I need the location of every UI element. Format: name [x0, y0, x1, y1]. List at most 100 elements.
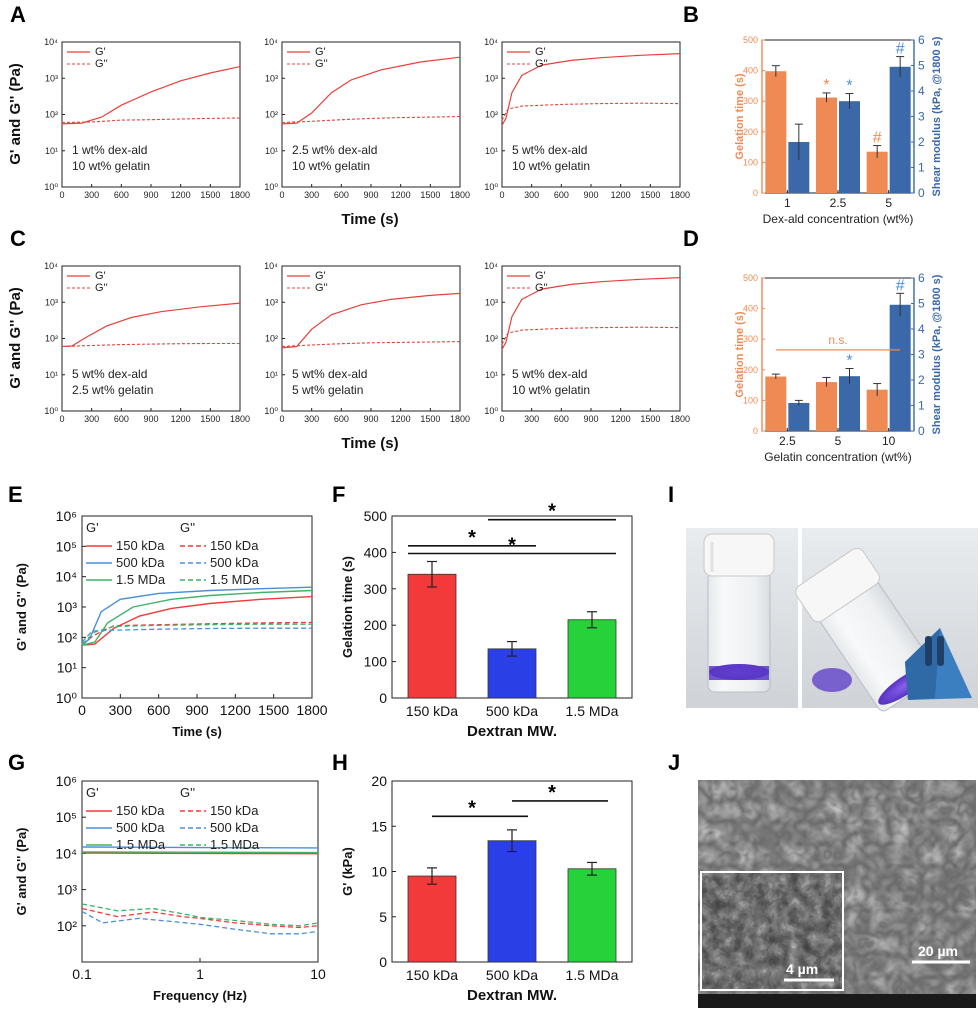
x-tick-label: 900 [583, 190, 598, 200]
left-tick-label: 300 [743, 334, 758, 344]
x-tick-label: 300 [304, 190, 319, 200]
bar-gelation-time [816, 97, 837, 193]
right-tick-label: 1 [918, 161, 925, 175]
panel-label-j: J [668, 750, 680, 775]
legend-label-g-double-prime: G'' [315, 282, 328, 294]
vial-cap [703, 533, 775, 577]
x-tick-label: 1200 [171, 190, 191, 200]
legend-label-g-double-prime: G'' [95, 58, 108, 70]
y-tick-label: 10⁴ [264, 37, 278, 47]
y-tick-label: 10⁵ [56, 809, 77, 825]
significance-star: * [508, 534, 516, 556]
x-tick-label: 1.5 MDa [566, 703, 619, 719]
series-g-prime-line [501, 277, 681, 350]
legend-label: 150 kDa [116, 803, 165, 818]
y-tick-label: 10⁴ [44, 261, 58, 271]
y-tick-label: 10¹ [57, 660, 78, 676]
series-g-double-prime-line [281, 115, 461, 124]
x-tick-label: 600 [114, 190, 129, 200]
x-tick-label: 0.1 [72, 966, 92, 982]
panel-f-chart: 0 100 200 300 400 500 Gelation time (s) Dextran… [340, 501, 633, 740]
series-line-g-prime [81, 595, 313, 646]
legend-label: 150 kDa [210, 803, 259, 818]
legend-header-g-double-prime: G'' [180, 785, 195, 800]
panel-c-chart: G' and G'' (Pa) Time (s) 10⁰ 10¹ 10² 10³ 10⁴ 0 3… [7, 261, 690, 452]
y-tick-label: 10³ [265, 297, 278, 307]
y-tick-label: 200 [364, 617, 388, 633]
x-tick-label: 500 kDa [486, 967, 538, 983]
y-tick-label: 10³ [57, 599, 78, 615]
y-tick-label: 10⁴ [55, 569, 77, 585]
x-tick-label: 1200 [391, 414, 411, 424]
x-tick-label: 1800 [670, 190, 690, 200]
x-tick-label: 0 [499, 414, 504, 424]
x-tick-label: 0 [59, 414, 64, 424]
left-tick-label: 500 [743, 273, 758, 283]
series-line-g-double-prime [81, 627, 312, 643]
y-axis-title: Gelation time (s) [340, 556, 355, 658]
left-tick-label: 0 [753, 188, 758, 198]
right-tick-label: 5 [918, 59, 925, 73]
series-line-g-double-prime [81, 910, 319, 935]
left-axis-title: Gelation time (s) [734, 311, 746, 398]
condition-label-line-2: 10 wt% gelatin [512, 159, 590, 173]
x-tick-label: 5 [885, 196, 892, 210]
y-tick-label: 10⁰ [484, 406, 498, 416]
panel-label-e: E [8, 482, 23, 507]
x-tick-label: 600 [334, 190, 349, 200]
bar-shear-modulus [788, 402, 810, 431]
significance-star: * [548, 782, 556, 804]
y-tick-label: 10² [485, 334, 498, 344]
y-tick-label: 10⁰ [44, 406, 58, 416]
x-tick-label: 300 [304, 414, 319, 424]
bar [407, 875, 457, 963]
legend-label-g-double-prime: G'' [95, 282, 108, 294]
x-axis-title: Frequency (Hz) [153, 988, 247, 1003]
condition-label-line-2: 10 wt% gelatin [292, 159, 370, 173]
panel-label-a: A [10, 2, 26, 27]
right-tick-label: 1 [918, 399, 925, 413]
legend-label: 1.5 MDa [116, 572, 166, 587]
x-tick-label: 1500 [420, 414, 440, 424]
x-tick-label: 10 [882, 434, 896, 448]
x-tick-label: 0 [499, 190, 504, 200]
series-line-g-prime [81, 851, 319, 854]
x-tick-label: 1.5 MDa [566, 967, 619, 983]
x-axis-title: Dex-ald concentration (wt%) [763, 212, 914, 226]
condition-label-line-1: 1 wt% dex-ald [72, 143, 147, 157]
x-tick-label: 0 [279, 190, 284, 200]
left-tick-label: 400 [743, 304, 758, 314]
x-tick-label: 600 [114, 414, 129, 424]
legend-label: 1.5 MDa [116, 837, 166, 852]
series-g-double-prime-line [501, 102, 681, 121]
y-tick-label: 100 [364, 654, 388, 670]
right-tick-label: 4 [918, 322, 925, 336]
right-tick-label: 4 [918, 84, 925, 98]
y-tick-label: 10¹ [485, 370, 498, 380]
y-tick-label: 10³ [265, 73, 278, 83]
upright-vial [703, 533, 775, 693]
x-tick-label: 0 [78, 702, 86, 718]
legend-label: 150 kDa [116, 538, 165, 553]
panel-g-chart: 10² 10³ 10⁴ 10⁵ 10⁶ 0.1 1 10 G' and G'' (Pa) Freq… [14, 773, 326, 1003]
x-tick-label: 1200 [171, 414, 191, 424]
legend-label-g-prime: G' [315, 46, 326, 58]
y-tick-label: 10³ [485, 73, 498, 83]
panel-b-chart: 0 100 200 300 400 500 0 1 2 3 4 5 6 Gelation time (s)… [734, 33, 943, 226]
right-tick-label: 2 [918, 135, 925, 149]
y-tick-label: 10¹ [485, 146, 498, 156]
panel-j-micrograph: 4 µm 20 µm [698, 780, 976, 1008]
significance-marker: # [896, 277, 905, 294]
panel-i-photo [686, 528, 978, 712]
x-tick-label: 500 kDa [486, 703, 538, 719]
x-tick-label: 1500 [640, 414, 660, 424]
right-tick-label: 6 [918, 271, 925, 285]
y-tick-label: 10² [485, 110, 498, 120]
significance-marker: # [873, 130, 882, 147]
left-tick-label: 200 [743, 127, 758, 137]
x-axis-title: Dextran MW. [467, 987, 557, 1004]
x-tick-label: 600 [554, 414, 569, 424]
significance-marker: # [896, 41, 905, 58]
x-tick-label: 600 [334, 414, 349, 424]
significance-marker: * [823, 77, 829, 94]
